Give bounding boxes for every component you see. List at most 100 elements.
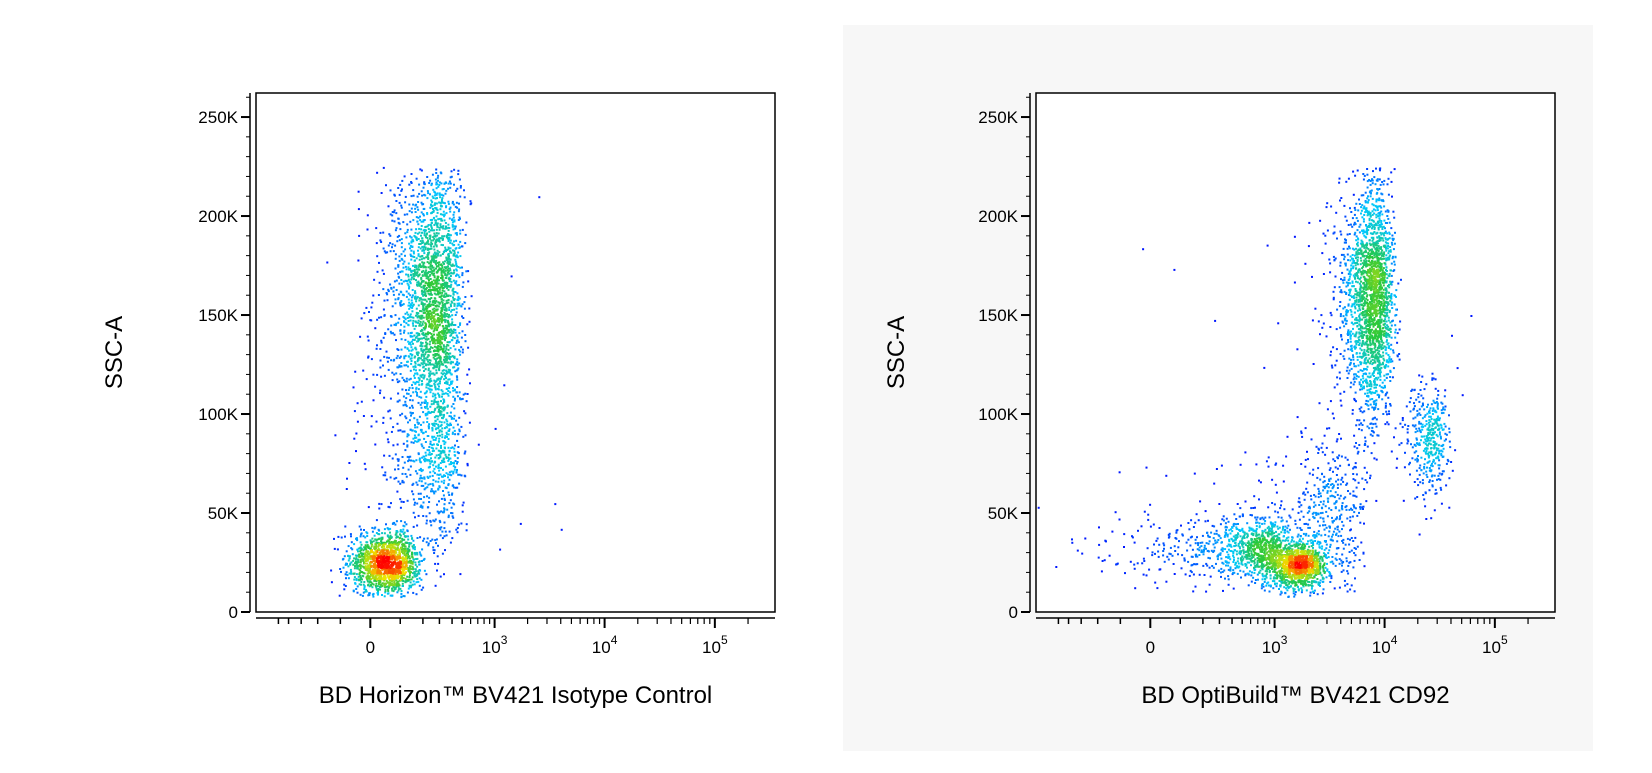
event-dot: [409, 465, 412, 468]
event-dot: [433, 461, 436, 464]
event-dot: [1321, 592, 1324, 595]
event-dot: [432, 256, 435, 259]
event-dot: [440, 319, 443, 322]
event-dot: [418, 563, 421, 566]
event-dot: [370, 425, 373, 428]
event-dots: [326, 166, 563, 599]
event-dot: [326, 261, 329, 264]
event-dot: [427, 240, 430, 243]
event-dot: [420, 228, 423, 231]
event-dot: [458, 391, 461, 394]
event-dot: [368, 555, 371, 558]
event-dot: [434, 243, 437, 246]
event-dot: [432, 288, 435, 291]
event-dot: [440, 277, 442, 279]
event-dot: [396, 381, 399, 384]
event-dot: [446, 382, 449, 385]
event-dot: [1350, 584, 1353, 587]
event-dot: [452, 426, 455, 429]
event-dot: [395, 279, 398, 282]
event-dot: [407, 266, 410, 269]
event-dot: [408, 545, 411, 548]
event-dot: [414, 563, 417, 566]
event-dot: [395, 357, 398, 360]
event-dot: [454, 324, 457, 326]
event-dot: [435, 447, 438, 450]
event-dot: [386, 574, 389, 577]
event-dot: [459, 186, 462, 189]
event-dot: [398, 193, 401, 196]
event-dot: [375, 574, 378, 577]
event-dot: [440, 193, 443, 196]
event-dot: [393, 220, 396, 223]
event-dot: [447, 390, 450, 392]
event-dot: [453, 407, 456, 410]
event-dot: [417, 319, 420, 322]
event-dot: [419, 403, 422, 406]
event-dot: [448, 371, 450, 374]
event-dot: [1338, 586, 1341, 589]
event-dot: [448, 313, 450, 316]
event-dot: [461, 274, 464, 277]
event-dot: [431, 474, 434, 477]
event-dot: [1398, 328, 1401, 331]
event-dot: [1316, 593, 1319, 596]
event-dot: [1306, 450, 1308, 453]
event-dot: [456, 364, 459, 366]
event-dot: [1208, 566, 1211, 569]
event-dot: [447, 265, 449, 268]
event-dot: [399, 575, 401, 578]
event-dot: [450, 283, 453, 286]
event-dot: [433, 339, 436, 342]
event-dot: [438, 429, 441, 432]
event-dot: [430, 411, 433, 413]
event-dot: [371, 572, 374, 574]
event-dot: [441, 332, 444, 335]
event-dot: [1339, 230, 1342, 233]
event-dot: [1213, 482, 1216, 485]
event-dot: [422, 377, 425, 380]
event-dot: [422, 229, 425, 232]
event-dot: [1390, 171, 1393, 174]
event-dot: [461, 397, 464, 400]
event-dot: [468, 320, 471, 323]
event-dot: [417, 570, 420, 573]
event-dot: [433, 357, 436, 360]
event-dot: [439, 237, 442, 240]
event-dot: [397, 400, 400, 403]
event-dot: [416, 232, 419, 235]
event-dot: [452, 293, 455, 296]
event-dot: [413, 334, 416, 337]
event-dot: [400, 257, 403, 260]
event-dot: [408, 378, 411, 381]
event-dot: [445, 266, 448, 269]
event-dot: [1362, 552, 1365, 555]
event-dot: [432, 209, 435, 212]
event-dot: [413, 368, 415, 371]
event-dot: [385, 566, 388, 569]
event-dot: [426, 449, 429, 452]
event-dot: [425, 519, 428, 522]
event-dot: [434, 305, 437, 307]
event-dot: [372, 564, 375, 567]
event-dot: [414, 361, 417, 364]
event-dot: [371, 586, 374, 589]
event-dot: [385, 546, 388, 549]
event-dot: [449, 239, 452, 242]
event-dot: [427, 258, 430, 261]
event-dot: [467, 280, 470, 283]
event-dot: [1147, 513, 1150, 516]
event-dot: [430, 227, 433, 230]
event-dot: [425, 318, 428, 321]
y-tick-label: 50K: [208, 504, 239, 523]
event-dot: [444, 260, 446, 263]
event-dot: [395, 227, 398, 230]
event-dot: [385, 564, 388, 567]
event-dot: [420, 353, 423, 356]
event-dot: [1154, 552, 1156, 555]
event-dot: [436, 569, 438, 572]
event-dot: [362, 549, 365, 552]
event-dot: [437, 427, 440, 430]
event-dot: [422, 484, 425, 487]
event-dot: [382, 288, 385, 291]
